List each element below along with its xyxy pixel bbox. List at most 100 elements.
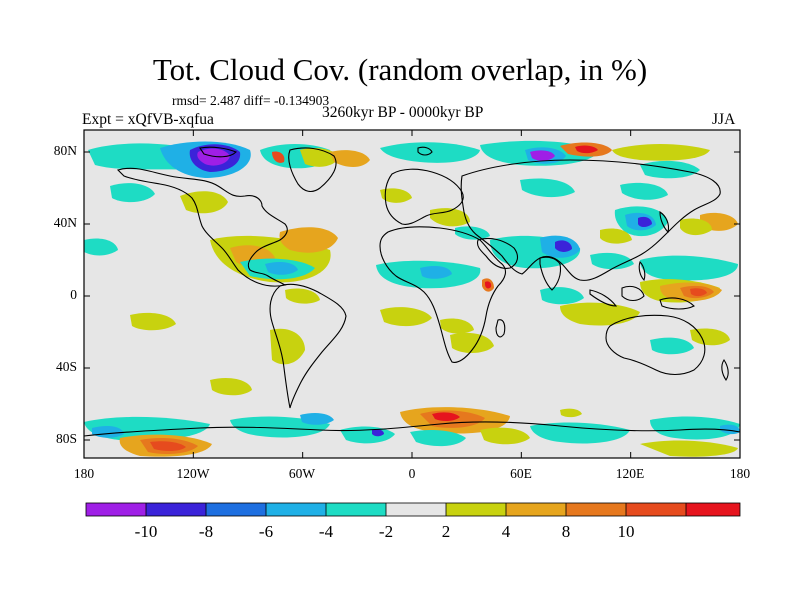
colorbar: -10 -8 -6 -4 -2 2 4 8 10 [85, 502, 741, 541]
anomaly-patch [680, 218, 712, 236]
anomaly-patch [485, 281, 492, 289]
lat-tick-label: 0 [70, 287, 77, 302]
anomaly-patch [150, 441, 186, 452]
colorbar-box [686, 503, 740, 516]
colorbar-box [86, 503, 146, 516]
anomaly-patch [520, 178, 575, 198]
lat-tick-label: 80N [54, 143, 78, 158]
anomaly-patch [720, 424, 740, 435]
coastline-india [539, 256, 562, 291]
colorbar-box [386, 503, 446, 516]
period-label: 3260kyr BP - 0000kyr BP [322, 104, 484, 121]
anomaly-patch [180, 191, 228, 214]
coastline-japan [659, 210, 670, 234]
anomaly-patch [640, 255, 738, 281]
anomaly-patch [84, 238, 118, 256]
colorbar-outline [85, 502, 741, 517]
anomaly-patch [300, 148, 340, 167]
anomaly-patch [455, 226, 490, 240]
colorbar-label: -2 [379, 522, 393, 541]
anomaly-patch [372, 429, 384, 437]
coastline-new-zealand [721, 359, 729, 381]
coastline-new-guinea [659, 297, 695, 310]
coastline-arctic-islands [199, 146, 237, 158]
lon-tick-label: 120E [616, 466, 645, 481]
anomaly-patch [440, 318, 474, 334]
anomaly-patch [638, 216, 652, 227]
lon-tick-label: 180 [730, 466, 751, 481]
anomaly-patch [540, 287, 584, 305]
coastline-borneo [621, 285, 645, 302]
anomaly-patch [650, 337, 694, 355]
colorbar-label: -10 [135, 522, 158, 541]
lon-tick-label: 60E [510, 466, 532, 481]
anomaly-patch [265, 262, 298, 275]
coastline-africa [379, 226, 507, 363]
anomaly-patch [640, 160, 700, 179]
coastline-sumatra [589, 289, 618, 307]
anomaly-patch [690, 288, 707, 297]
stats-label: rmsd= 2.487 diff= -0.134903 [172, 93, 330, 108]
anomaly-patch [300, 412, 334, 425]
anomaly-patch [530, 150, 555, 161]
axis-ticks [83, 130, 741, 458]
coastline-antarctica [83, 421, 741, 437]
anomaly-patch [380, 188, 412, 203]
coastline-south-america [269, 283, 347, 409]
lon-tick-label: 0 [409, 466, 416, 481]
lat-tick-label: 40S [56, 359, 77, 374]
anomaly-patch [330, 150, 370, 167]
colorbar-box [206, 503, 266, 516]
coastline-philippines [638, 260, 646, 282]
coastline-svalbard [417, 146, 433, 156]
anomaly-patch [197, 148, 230, 166]
cloud-anomaly-fields [84, 140, 740, 457]
anomaly-patch [480, 427, 530, 445]
colorbar-box [146, 503, 206, 516]
plot-title: Tot. Cloud Cov. (random overlap, in %) [152, 52, 648, 87]
anomaly-patch [600, 228, 632, 244]
season-label: JJA [712, 111, 736, 128]
colorbar-label: -4 [319, 522, 334, 541]
lon-tick-label: 180 [74, 466, 95, 481]
colorbar-box [266, 503, 326, 516]
anomaly-patch [640, 440, 738, 457]
coastline-asia [460, 159, 721, 281]
anomaly-patch [380, 307, 432, 327]
colorbar-box [626, 503, 686, 516]
colorbar-box [446, 503, 506, 516]
anomaly-patch [650, 416, 740, 440]
lat-tick-label: 40N [54, 215, 78, 230]
lat-tick-label: 80S [56, 431, 77, 446]
anomaly-patch [555, 240, 572, 252]
anomaly-patch [130, 312, 176, 331]
colorbar-box [506, 503, 566, 516]
coastline-europe [384, 168, 464, 225]
colorbar-label: -8 [199, 522, 213, 541]
anomaly-patch [432, 412, 460, 422]
map-area [83, 129, 741, 459]
coastlines [83, 146, 741, 437]
anomaly-patch [110, 183, 155, 203]
experiment-label: Expt = xQfVB-xqfua [82, 111, 214, 128]
coastline-arabia [476, 237, 519, 269]
anomaly-patch [380, 142, 480, 163]
anomaly-patch [410, 430, 466, 447]
anomaly-patch [420, 266, 452, 279]
map-background [84, 130, 740, 458]
anomaly-patch [272, 151, 285, 163]
anomaly-patch [612, 144, 710, 161]
anomaly-patch [560, 302, 640, 326]
colorbar-label: -6 [259, 522, 273, 541]
lon-tick-label: 60W [289, 466, 316, 481]
colorbar-label: 10 [618, 522, 635, 541]
lon-tick-label: 120W [177, 466, 210, 481]
colorbar-label: 8 [562, 522, 571, 541]
anomaly-patch [575, 145, 598, 154]
anomaly-patch [270, 328, 305, 365]
colorbar-box [566, 503, 626, 516]
anomaly-patch [560, 408, 582, 418]
anomaly-patch [620, 182, 668, 200]
colorbar-label: 2 [442, 522, 451, 541]
